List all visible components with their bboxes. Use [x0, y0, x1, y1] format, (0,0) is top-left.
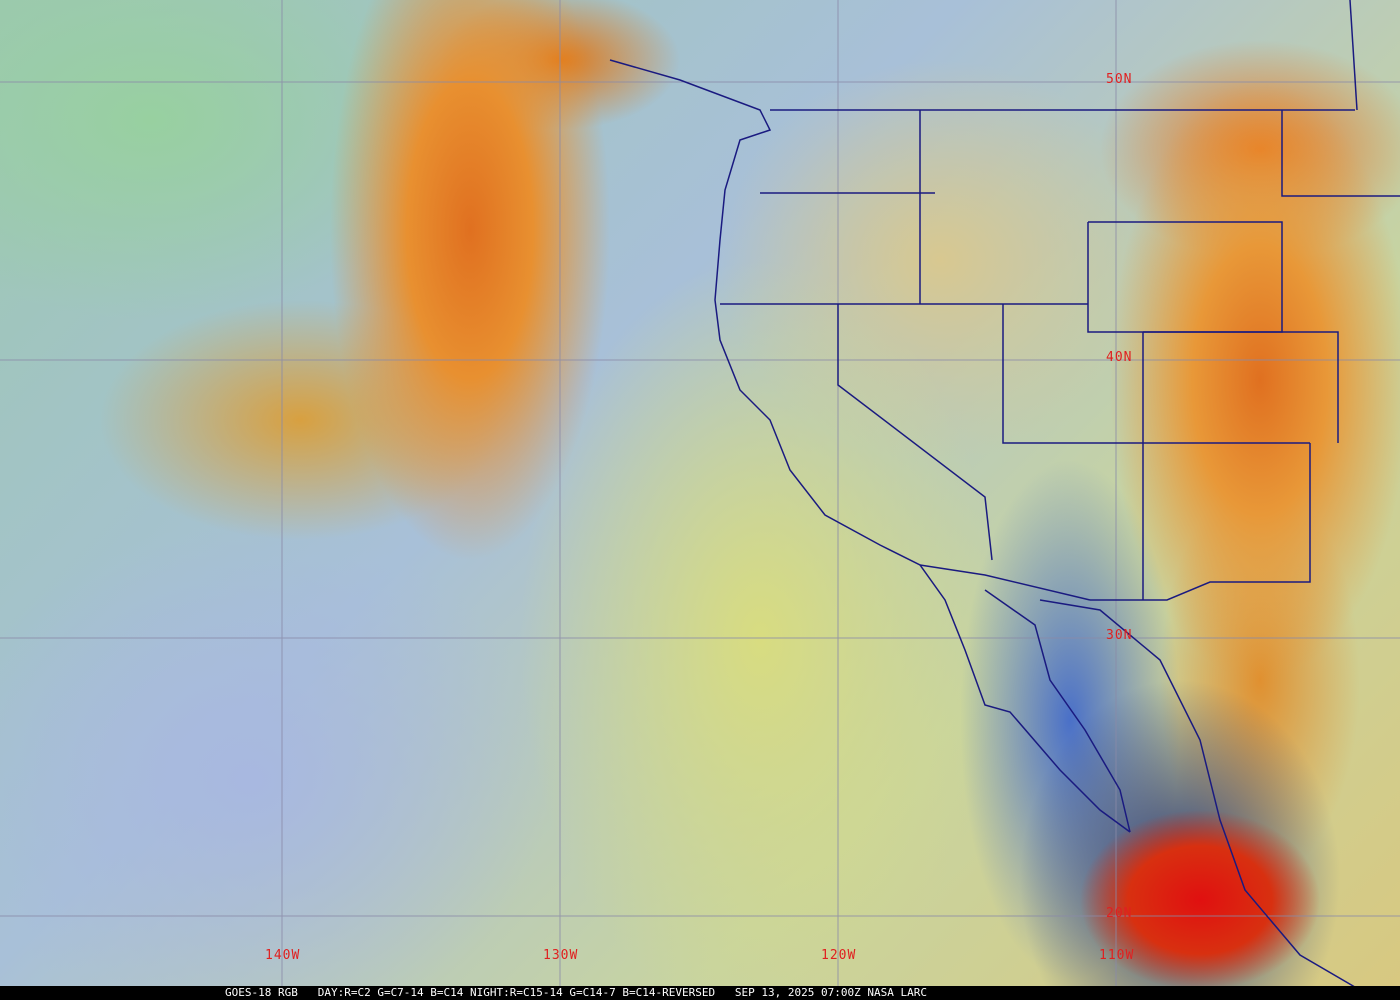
- nv-ca-border: [837, 304, 993, 561]
- lat-label-40n: 40N: [1106, 350, 1133, 365]
- coastline-gulf: [984, 589, 1131, 833]
- mt-border: [1281, 110, 1400, 197]
- image-caption: GOES-18 RGB DAY:R=C2 G=C7-14 B=C14 NIGHT…: [0, 986, 1400, 1000]
- nv-ut-border: [1002, 304, 1310, 444]
- us-mexico-border: [919, 564, 1091, 601]
- coastline-west: [609, 59, 1131, 833]
- lon-label-110w: 110W: [1099, 948, 1135, 963]
- lon-label-120w: 120W: [821, 948, 857, 963]
- lon-label-130w: 130W: [543, 948, 579, 963]
- lon-label-140w: 140W: [265, 948, 301, 963]
- lat-label-30n: 30N: [1106, 628, 1133, 643]
- boundaries: [609, 0, 1400, 991]
- nd-border: [1349, 0, 1358, 111]
- lat-label-50n: 50N: [1106, 72, 1133, 87]
- nm-border: [1090, 443, 1311, 601]
- co-border: [1143, 331, 1339, 443]
- coastline-mexico: [1039, 599, 1361, 991]
- lat-label-20n: 20N: [1106, 906, 1133, 921]
- wy-border: [1087, 221, 1283, 333]
